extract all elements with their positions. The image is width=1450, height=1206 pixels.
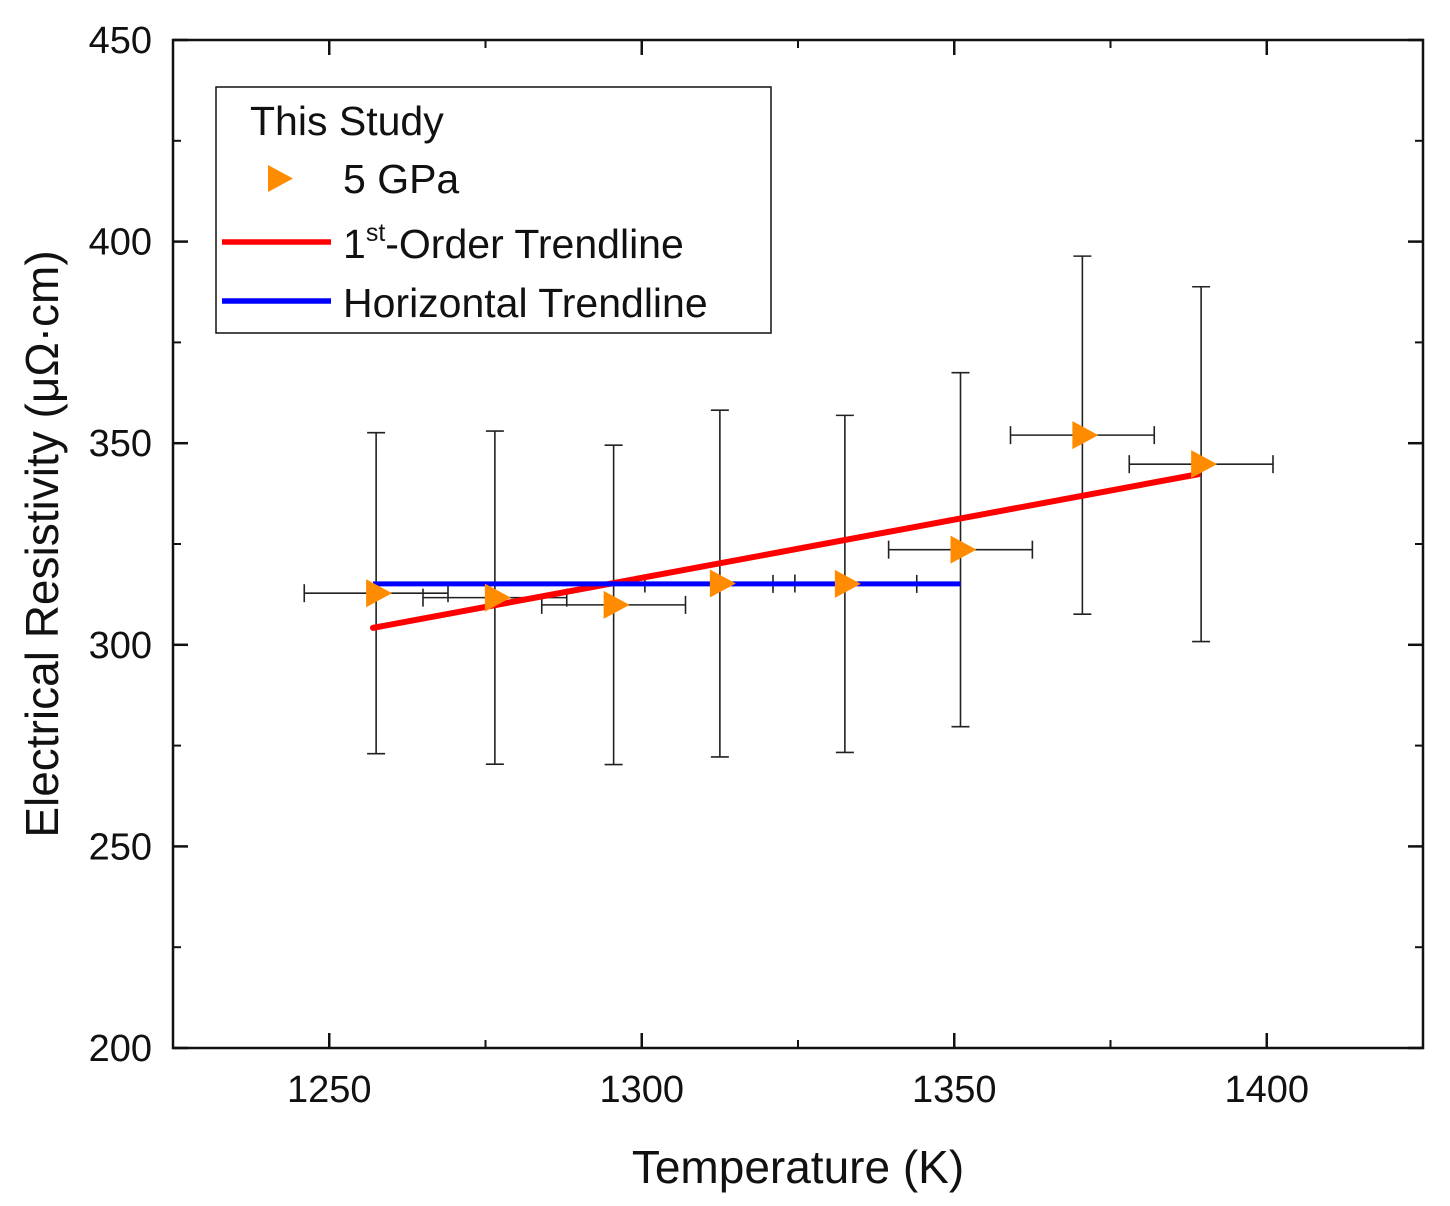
- y-tick-label: 450: [89, 20, 152, 62]
- plot-layer: [303, 255, 1274, 766]
- y-tick-label: 350: [89, 423, 152, 465]
- x-tick-label: 1300: [599, 1069, 684, 1111]
- y-tick-label: 200: [89, 1028, 152, 1070]
- data-point-marker: [484, 583, 511, 612]
- first-order-trendline: [370, 471, 1201, 631]
- x-axis-title: Temperature (K): [632, 1141, 964, 1193]
- x-tick-label: 1350: [912, 1069, 997, 1111]
- y-tick-label: 300: [89, 625, 152, 667]
- legend-label-first-order-main: 1: [343, 221, 366, 267]
- data-point-marker: [709, 569, 736, 598]
- legend-box: [215, 86, 772, 334]
- y-tick-label: 400: [89, 222, 152, 264]
- legend: This Study 5 GPa 1st-Order Trendline Hor…: [215, 86, 772, 334]
- y-axis-title: Electrical Resistivity (μΩ·cm): [16, 250, 68, 837]
- legend-label-first-order-rest: -Order Trendline: [385, 221, 684, 267]
- legend-label-5gpa: 5 GPa: [343, 156, 459, 202]
- data-point-marker: [366, 579, 393, 608]
- legend-label-first-order: 1st-Order Trendline: [343, 219, 684, 267]
- data-point-marker: [834, 569, 861, 598]
- legend-label-horizontal: Horizontal Trendline: [343, 280, 708, 326]
- data-point-marker: [1072, 421, 1099, 450]
- x-tick-label: 1400: [1224, 1069, 1309, 1111]
- ticks-layer: 1250 1300 1350 1400 200 250 300 350 400 450: [89, 20, 1424, 1111]
- legend-title: This Study: [250, 98, 444, 144]
- legend-label-first-order-sup: st: [366, 219, 386, 247]
- data-point-marker: [603, 590, 630, 619]
- data-point-marker: [1191, 450, 1218, 479]
- data-point-marker: [950, 535, 977, 564]
- x-tick-label: 1250: [287, 1069, 372, 1111]
- y-tick-label: 250: [89, 826, 152, 868]
- legend-marker-5gpa: [268, 165, 293, 192]
